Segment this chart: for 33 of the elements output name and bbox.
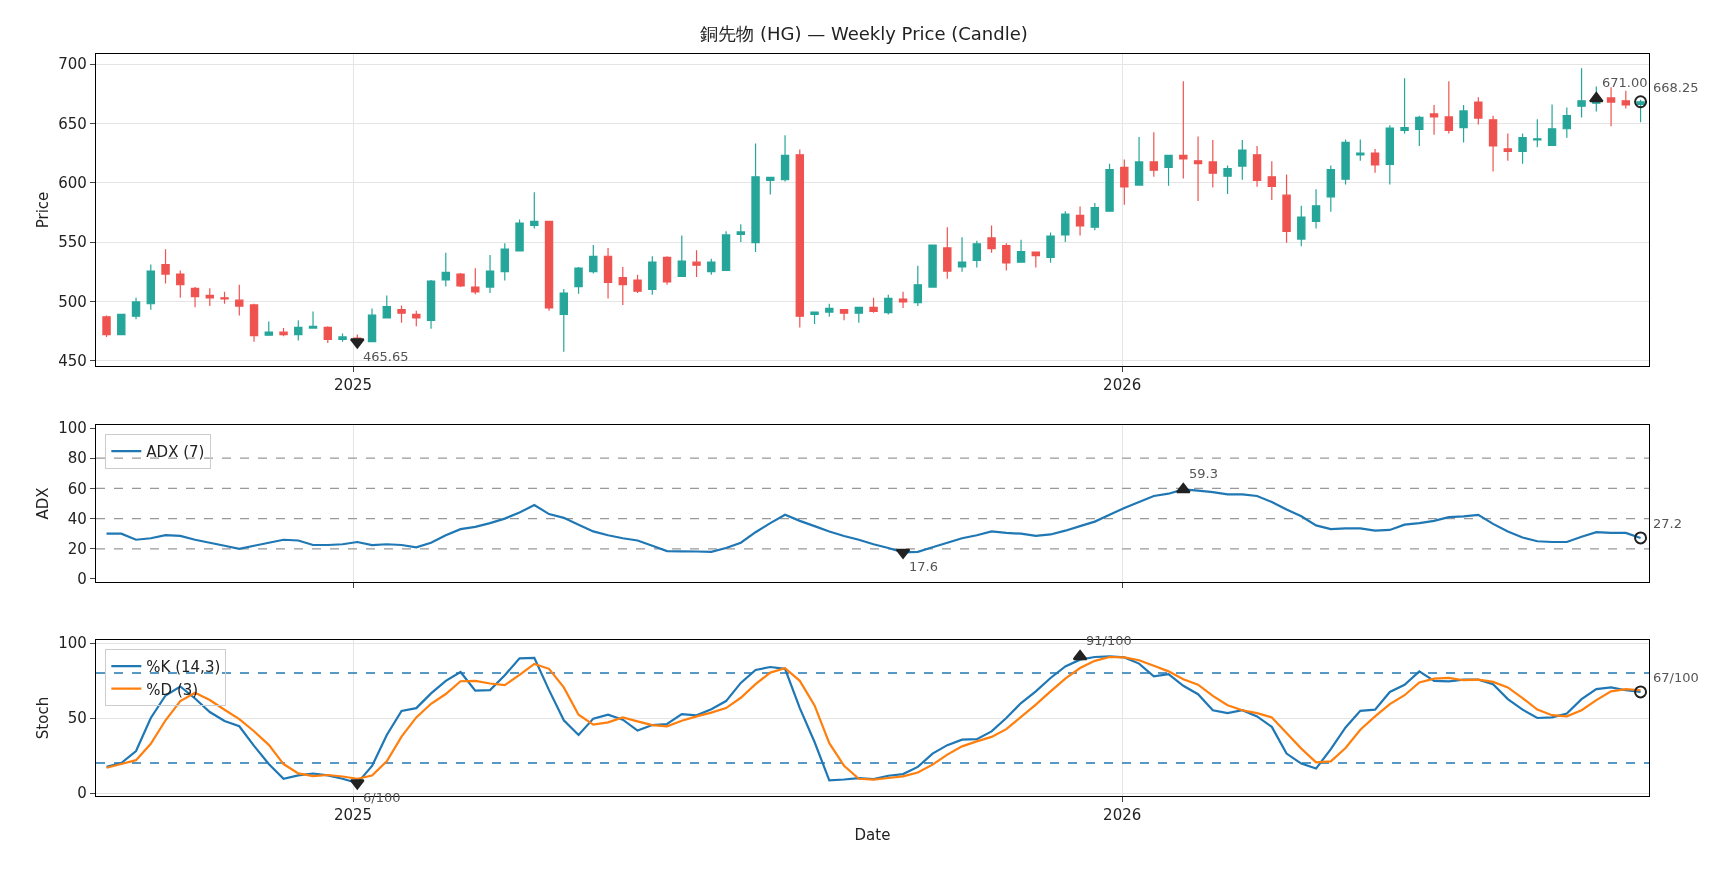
annotation: 17.6 bbox=[909, 559, 938, 574]
y-tick-label: 80 bbox=[67, 449, 87, 468]
y-tick-label: 550 bbox=[58, 233, 87, 252]
y-tick-label: 60 bbox=[67, 479, 87, 498]
annotation: 671.00 bbox=[1602, 75, 1648, 90]
y-axis-title: Price bbox=[33, 191, 52, 229]
y-tick-label: 600 bbox=[58, 173, 87, 192]
x-tick-label: 2026 bbox=[1103, 376, 1142, 395]
y-tick-label: 0 bbox=[77, 570, 87, 589]
legend-label: %K (14,3) bbox=[146, 658, 221, 677]
y-tick-label: 700 bbox=[58, 55, 87, 74]
y-tick-label: 100 bbox=[58, 419, 87, 438]
y-tick-label: 50 bbox=[67, 709, 87, 728]
y-tick-label: 100 bbox=[58, 634, 87, 653]
chart-title: 銅先物 (HG) — Weekly Price (Candle) bbox=[700, 23, 1028, 45]
annotation: 27.2 bbox=[1653, 516, 1682, 531]
x-tick-label: 2025 bbox=[333, 806, 373, 825]
annotation: 59.3 bbox=[1189, 466, 1218, 481]
y-axis-title: Stoch bbox=[33, 696, 52, 740]
x-tick-label: 2026 bbox=[1103, 806, 1142, 825]
y-tick-label: 450 bbox=[58, 351, 87, 370]
x-tick-label: 2025 bbox=[333, 376, 373, 395]
y-tick-label: 0 bbox=[77, 784, 87, 803]
y-tick-label: 20 bbox=[67, 540, 87, 559]
y-tick-label: 40 bbox=[67, 509, 87, 528]
legend-label: ADX (7) bbox=[146, 443, 205, 461]
y-axis-title: ADX bbox=[33, 487, 52, 520]
y-tick-label: 500 bbox=[58, 292, 87, 311]
annotation: 465.65 bbox=[363, 349, 409, 364]
annotation: 67/100 bbox=[1653, 670, 1699, 685]
x-axis-title: Date bbox=[854, 826, 891, 845]
annotation: 668.25 bbox=[1653, 80, 1699, 95]
y-tick-label: 650 bbox=[58, 114, 87, 133]
